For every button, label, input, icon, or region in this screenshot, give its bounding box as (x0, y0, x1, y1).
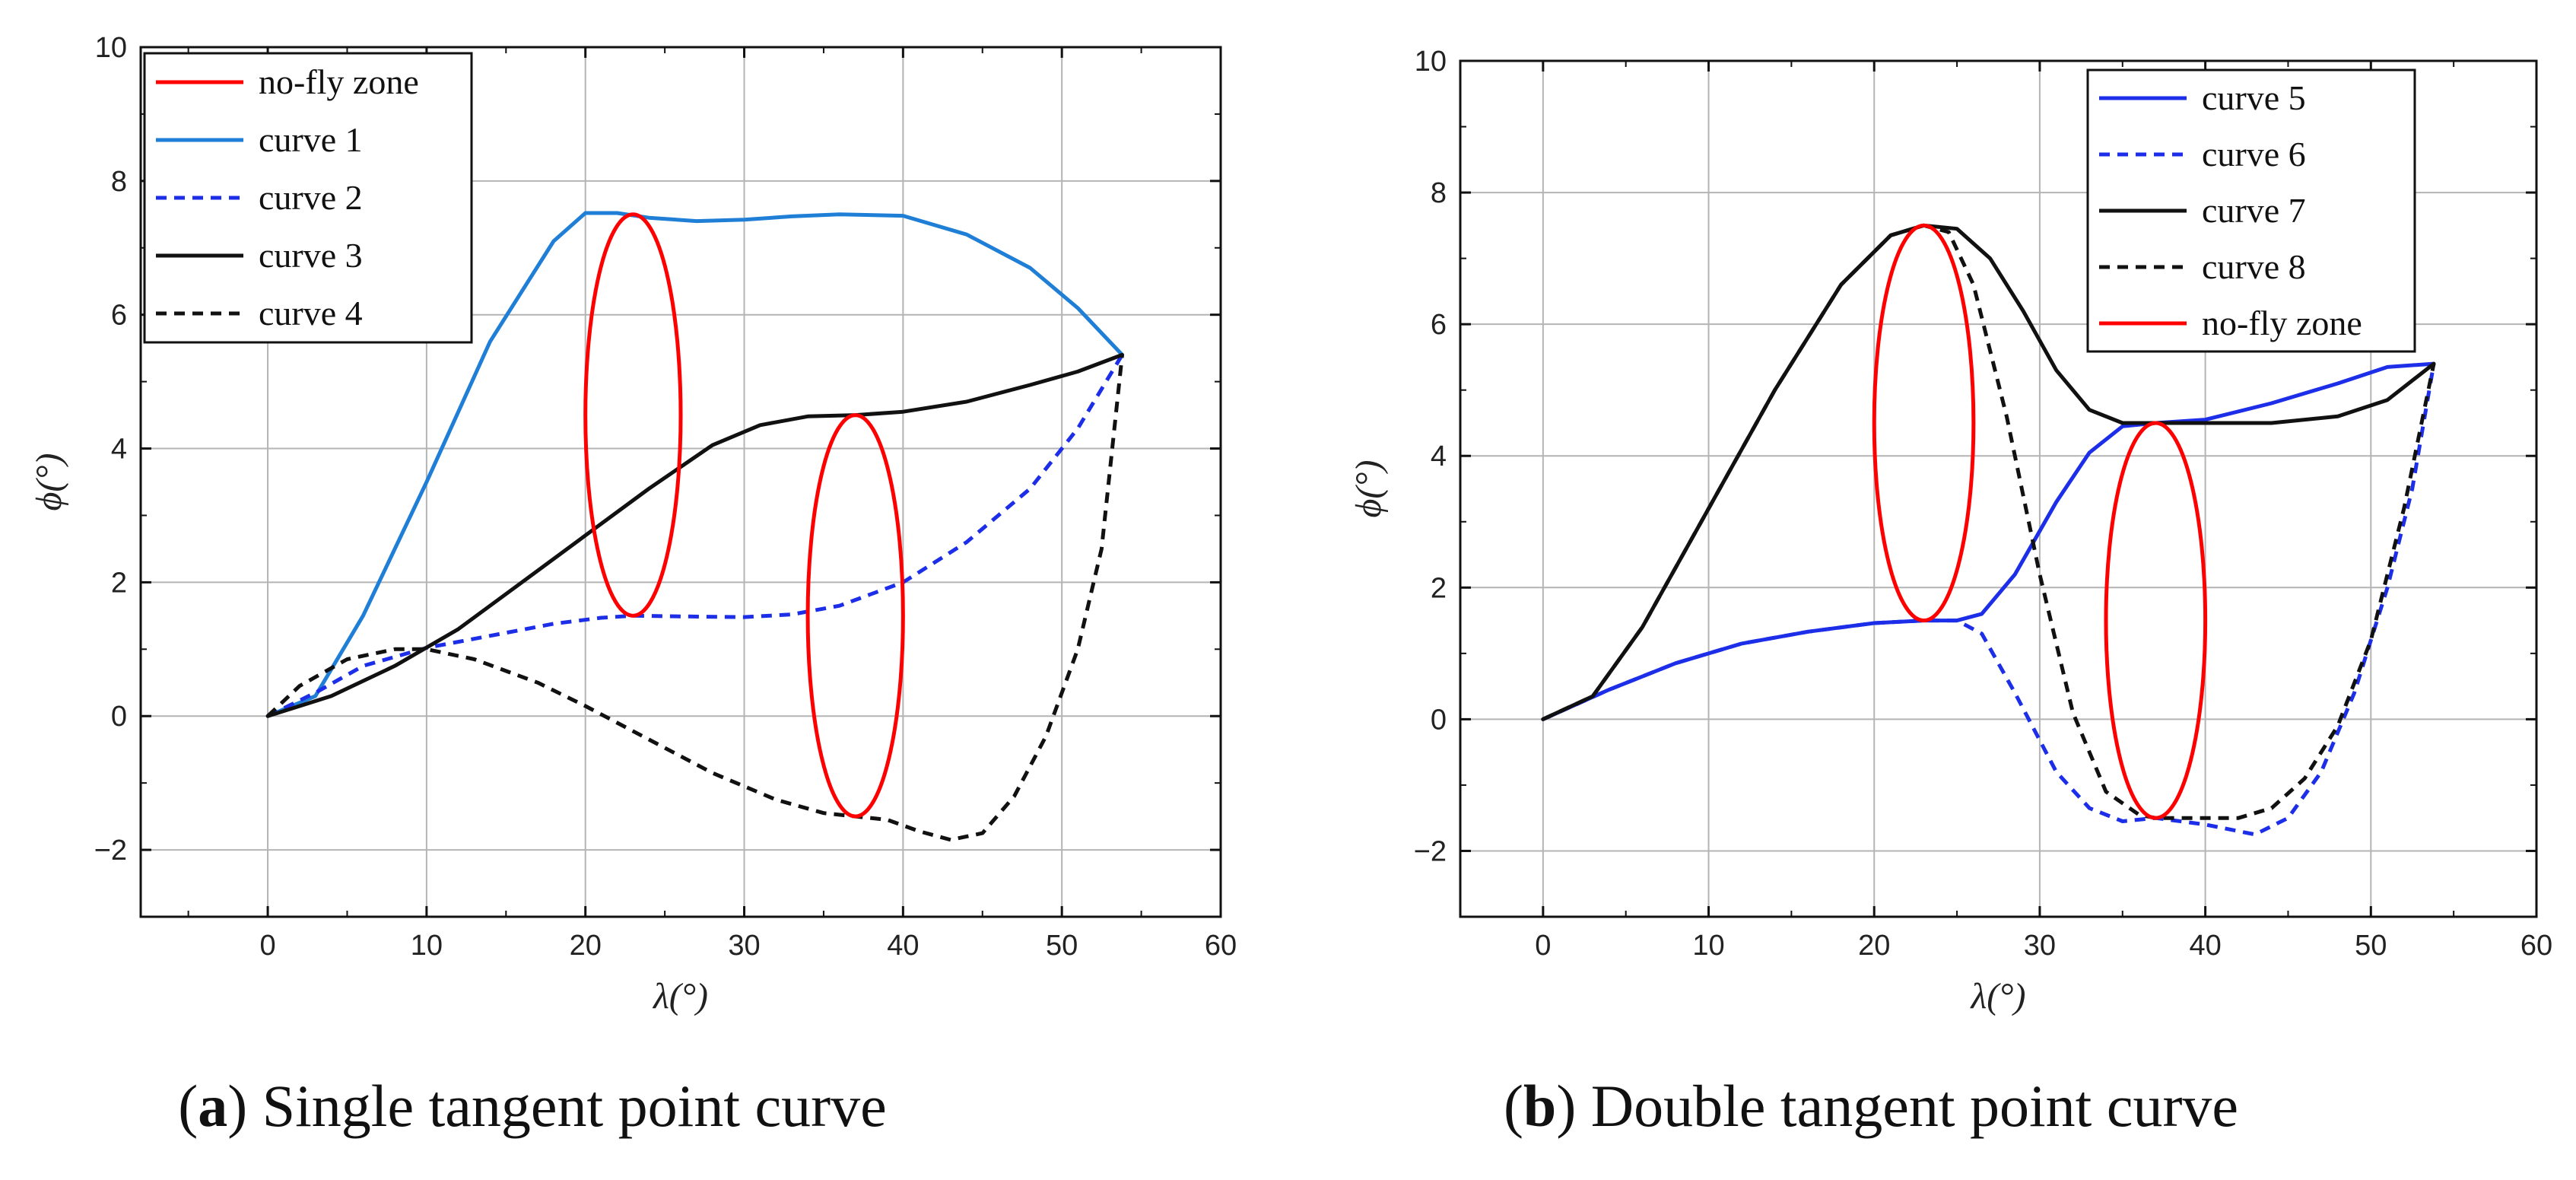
pb-x-axis-label: λ(°) (1970, 976, 2026, 1016)
pb-xtick-label-4: 40 (2189, 930, 2221, 962)
pa-ytick-label-5: 8 (111, 166, 127, 198)
pb-xtick-label-5: 50 (2355, 930, 2387, 962)
pa-series-curve-3 (265, 352, 1124, 718)
pb-plot-frame (1459, 59, 2538, 918)
pb-y-axis-label: ϕ(°) (1348, 460, 1389, 517)
pa-series-curve-2 (266, 354, 1124, 718)
pa-xtick-label-1: 10 (411, 930, 443, 962)
pa-ytick-label-0: −2 (94, 835, 127, 867)
pb-legend-label-4: no-fly zone (2202, 304, 2362, 342)
pa-xtick-label-2: 20 (570, 930, 602, 962)
pb-ytick-label-3: 4 (1431, 441, 1447, 472)
pa-no-fly-zone-0 (583, 212, 683, 618)
pb-xtick-label-6: 60 (2520, 930, 2552, 962)
pa-xtick-label-5: 50 (1046, 930, 1078, 962)
pa-no-fly-zone-1 (805, 413, 905, 819)
pa-xtick-label-4: 40 (887, 930, 919, 962)
pa-series-curve-4 (266, 355, 1124, 842)
pa-y-axis-label: ϕ(°) (29, 453, 69, 510)
pb-ytick-label-1: 0 (1431, 704, 1447, 736)
pa-ytick-label-6: 10 (95, 32, 127, 64)
pb-xtick-label-0: 0 (1535, 930, 1551, 962)
pa-ytick-label-2: 2 (111, 567, 127, 599)
pb-legend: curve 5 curve 6 curve 7 curve 8 no-fly zone (2086, 68, 2416, 353)
pa-legend-label-0: no-fly zone (259, 62, 419, 101)
pb-no-fly-zone-1 (2104, 421, 2208, 820)
pb-series-curve-5 (1541, 361, 2436, 721)
pb-legend-label-0: curve 5 (2202, 78, 2306, 117)
pa-ytick-label-1: 0 (111, 701, 127, 733)
caption-a-text: Single tangent point curve (262, 1073, 887, 1139)
pb-no-fly-zone-0 (1872, 223, 1976, 623)
pa-plot-frame (139, 46, 1222, 918)
pb-legend-label-3: curve 8 (2202, 247, 2306, 286)
caption-b-text: Double tangent point curve (1591, 1073, 2238, 1139)
pb-ytick-label-0: −2 (1414, 835, 1447, 867)
pa-legend-label-1: curve 1 (259, 120, 363, 159)
pa-legend: no-fly zone curve 1 curve 2 curve 3 curve 4 (143, 52, 473, 344)
caption-b: (b) Double tangent point curve (1504, 1073, 2238, 1139)
pb-xtick-label-3: 30 (2024, 930, 2056, 962)
pa-xtick-label-0: 0 (259, 930, 275, 962)
pa-series-curve-1 (265, 211, 1124, 718)
pb-legend-label-2: curve 7 (2202, 191, 2306, 230)
caption-a-label: a (198, 1073, 227, 1139)
pa-xtick-label-6: 60 (1205, 930, 1237, 962)
pa-ytick-label-3: 4 (111, 434, 127, 466)
pa-legend-label-3: curve 3 (259, 236, 363, 275)
pa-legend-label-4: curve 4 (259, 294, 363, 332)
pa-xtick-label-3: 30 (728, 930, 760, 962)
panel-a-chart: 0 10 20 30 40 50 60 −2 0 2 4 6 8 10 λ(°) ϕ(°) no-fly zon… (29, 32, 1237, 1016)
pb-ytick-label-4: 6 (1431, 309, 1447, 341)
pb-series-curve-8 (1542, 223, 2436, 820)
pb-xtick-label-1: 10 (1692, 930, 1724, 962)
pb-legend-label-1: curve 6 (2202, 135, 2306, 173)
pa-x-axis-label: λ(°) (652, 976, 708, 1016)
pa-legend-label-2: curve 2 (259, 178, 363, 217)
pa-ytick-label-4: 6 (111, 300, 127, 332)
pb-series-curve-6 (1542, 363, 2436, 837)
pb-ytick-label-6: 10 (1415, 46, 1447, 78)
pb-xtick-label-2: 20 (1858, 930, 1890, 962)
caption-b-label: b (1523, 1073, 1556, 1139)
caption-a: (a) Single tangent point curve (178, 1073, 886, 1139)
pb-ytick-label-2: 2 (1431, 572, 1447, 604)
pb-ytick-label-5: 8 (1431, 177, 1447, 209)
